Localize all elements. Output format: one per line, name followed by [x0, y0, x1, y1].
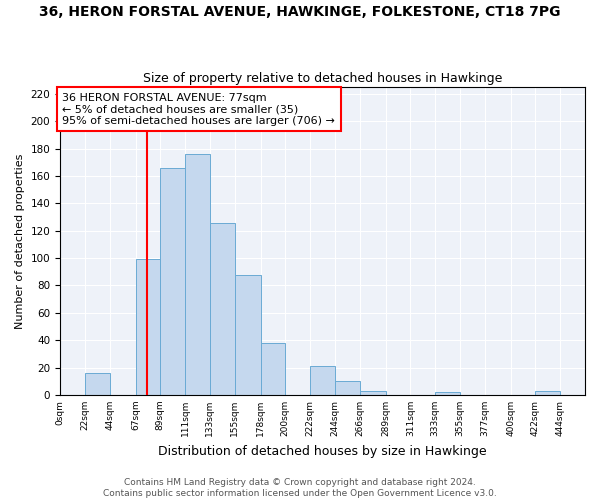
Bar: [185, 154, 210, 395]
Bar: [435, 392, 460, 395]
Bar: [359, 391, 386, 395]
X-axis label: Distribution of detached houses by size in Hawkinge: Distribution of detached houses by size …: [158, 444, 487, 458]
Bar: [160, 168, 185, 395]
Text: 36, HERON FORSTAL AVENUE, HAWKINGE, FOLKESTONE, CT18 7PG: 36, HERON FORSTAL AVENUE, HAWKINGE, FOLK…: [39, 5, 561, 19]
Bar: [535, 391, 560, 395]
Title: Size of property relative to detached houses in Hawkinge: Size of property relative to detached ho…: [143, 72, 502, 85]
Bar: [260, 343, 286, 395]
Y-axis label: Number of detached properties: Number of detached properties: [15, 154, 25, 328]
Text: Contains HM Land Registry data © Crown copyright and database right 2024.
Contai: Contains HM Land Registry data © Crown c…: [103, 478, 497, 498]
Bar: [310, 366, 335, 395]
Bar: [85, 373, 110, 395]
Bar: [235, 274, 260, 395]
Text: 36 HERON FORSTAL AVENUE: 77sqm
← 5% of detached houses are smaller (35)
95% of s: 36 HERON FORSTAL AVENUE: 77sqm ← 5% of d…: [62, 92, 335, 126]
Bar: [335, 381, 359, 395]
Bar: [210, 222, 235, 395]
Bar: [136, 260, 160, 395]
